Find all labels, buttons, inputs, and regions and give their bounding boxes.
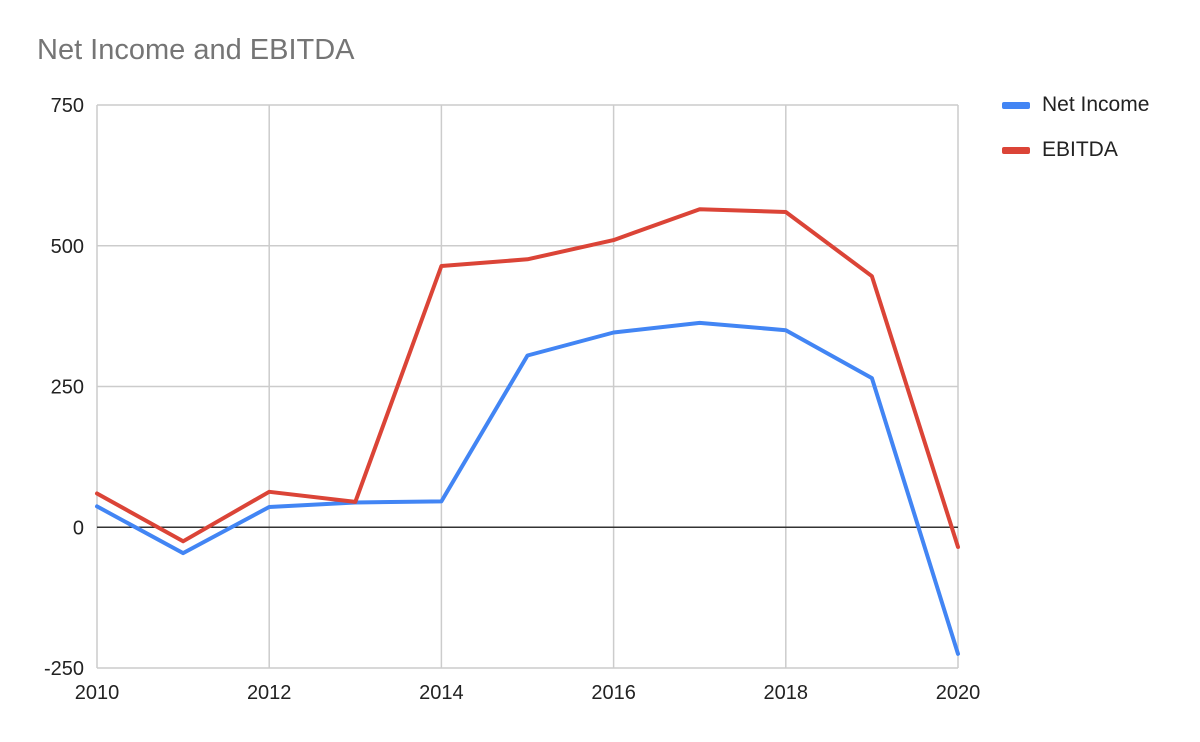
- legend-swatch-ebitda: [1002, 146, 1030, 154]
- series-line-ebitda[interactable]: [95, 207, 960, 549]
- x-tick-label: 2014: [419, 682, 464, 704]
- chart-title: Net Income and EBITDA: [37, 34, 355, 66]
- series-lines: [95, 207, 960, 656]
- legend: Net Income EBITDA: [1002, 92, 1149, 182]
- legend-label-net-income: Net Income: [1042, 93, 1150, 116]
- legend-label-ebitda: EBITDA: [1042, 138, 1118, 161]
- legend-swatch-net-income: [1002, 101, 1030, 109]
- x-tick-label: 2020: [936, 682, 981, 704]
- x-tick-label: 2010: [75, 682, 120, 704]
- x-tick-label: 2016: [591, 682, 636, 704]
- y-tick-label: 0: [73, 517, 84, 539]
- x-tick-label: 2012: [247, 682, 292, 704]
- y-tick-label: 750: [51, 95, 84, 117]
- horizontal-gridlines: [97, 104, 958, 669]
- y-tick-label: 500: [51, 236, 84, 258]
- series-line-net-income[interactable]: [95, 320, 960, 656]
- legend-item-net-income[interactable]: Net Income: [1002, 92, 1149, 118]
- y-tick-label: -250: [44, 658, 84, 680]
- legend-item-ebitda[interactable]: EBITDA: [1002, 137, 1149, 163]
- x-tick-labels: 2010 2012 2014 2016 2018 2020: [75, 682, 981, 704]
- y-tick-labels: 750 500 250 0 -250: [44, 95, 84, 680]
- y-tick-label: 250: [51, 377, 84, 399]
- x-tick-label: 2018: [764, 682, 809, 704]
